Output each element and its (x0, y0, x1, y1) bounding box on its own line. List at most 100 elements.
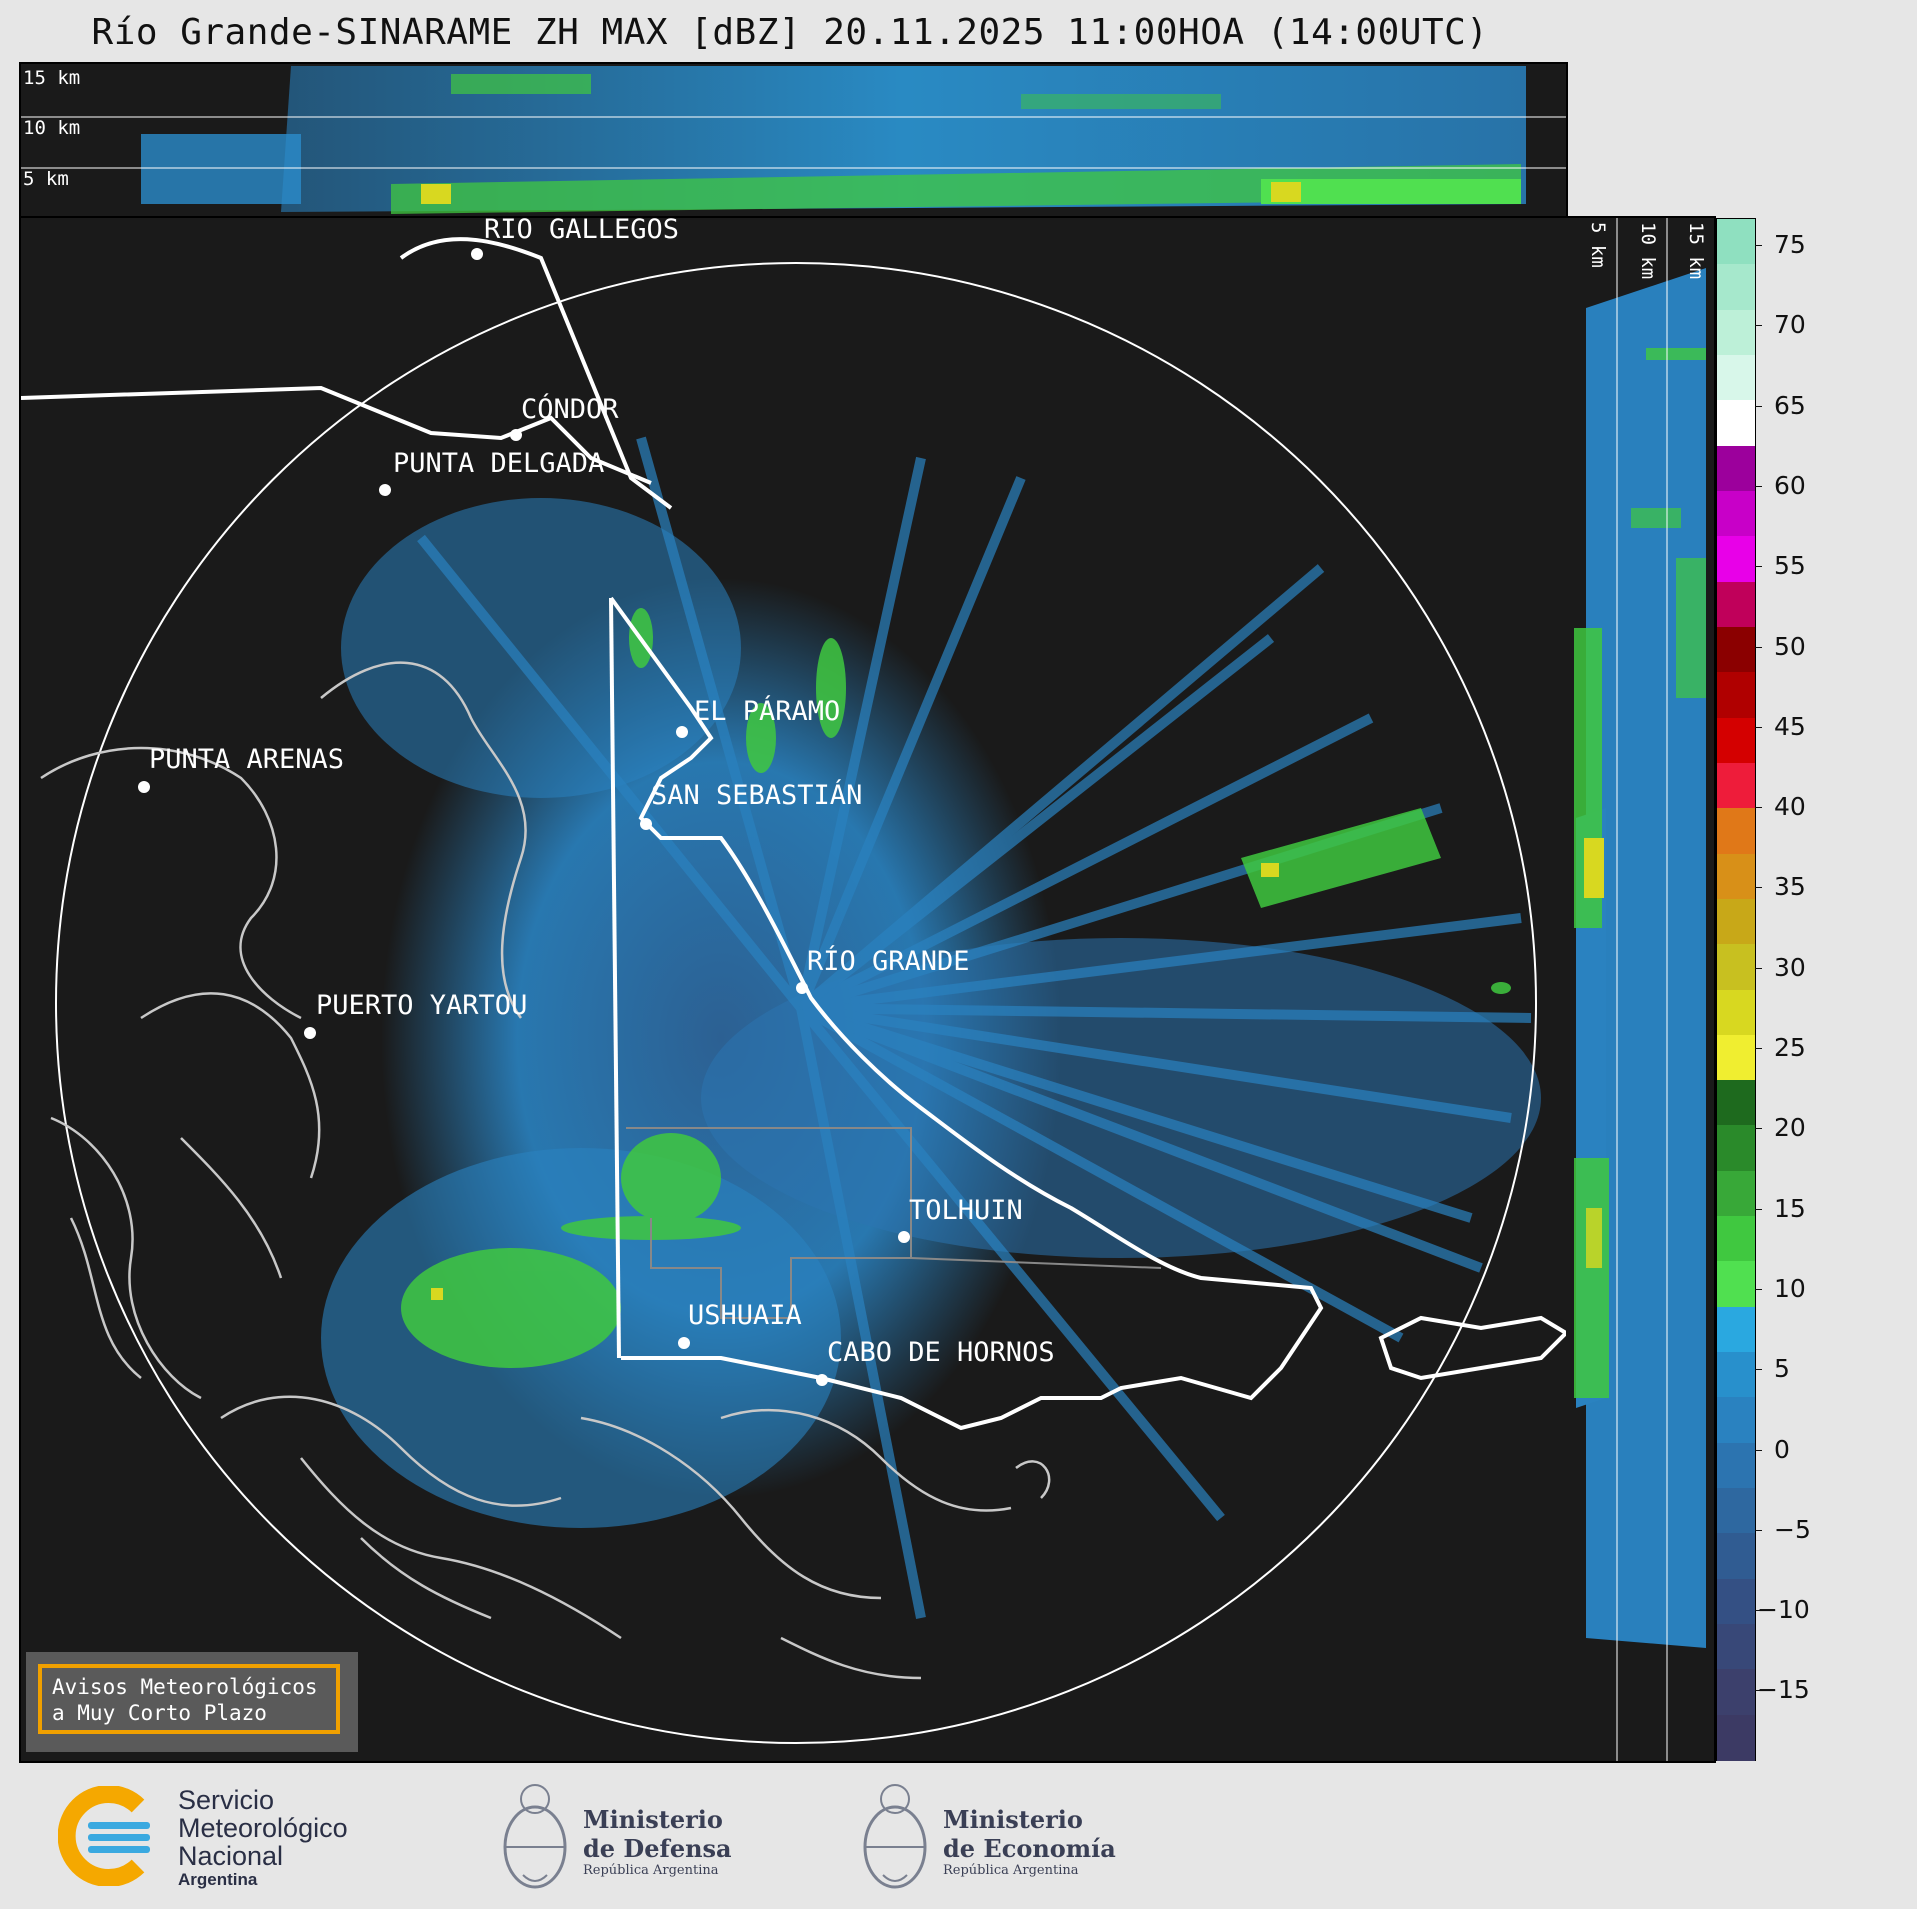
colorbar-tick-mark (1755, 1288, 1762, 1290)
colorbar-segment (1717, 808, 1755, 855)
smn-logo: Servicio Meteorológico Nacional Argentin… (57, 1785, 388, 1889)
top-label-10km: 10 km (23, 117, 80, 139)
colorbar-tick-label: 50 (1774, 631, 1806, 661)
defensa-line-1: Ministerio (583, 1805, 723, 1834)
colorbar-tick-label: 60 (1774, 470, 1806, 500)
national-shield-icon (503, 1784, 567, 1889)
colorbar-segment (1717, 1397, 1755, 1444)
colorbar-segment (1717, 354, 1755, 402)
colorbar-segment (1717, 626, 1755, 674)
colorbar-segment (1717, 1578, 1755, 1626)
colorbar-segment (1717, 445, 1755, 492)
colorbar-tick-mark (1755, 967, 1762, 969)
colorbar-tick-mark (1755, 566, 1762, 568)
smn-line-4: Argentina (178, 1870, 258, 1889)
colorbar-segment (1717, 581, 1755, 628)
city-label-punta-delgada: PUNTA DELGADA (393, 448, 604, 479)
side-cross-section-panel: 5 km 10 km 15 km (1566, 216, 1716, 1763)
warning-box: Avisos Meteorológicos a Muy Corto Plazo (26, 1652, 358, 1752)
colorbar-tick-label: 40 (1774, 792, 1806, 822)
colorbar-segment (1717, 219, 1755, 266)
colorbar-segment (1717, 1714, 1755, 1761)
colorbar-segment (1717, 1170, 1755, 1218)
colorbar-segment (1717, 1624, 1755, 1671)
economia-line-1: Ministerio (943, 1805, 1083, 1834)
city-label-punta-arenas: PUNTA ARENAS (149, 744, 344, 775)
colorbar-tick-mark (1755, 887, 1762, 889)
city-markers (138, 248, 910, 1386)
colorbar-tick-label: 5 (1774, 1354, 1790, 1384)
radar-map: RÍO GALLEGOS CÓNDOR PUNTA DELGADA EL PÁR… (21, 218, 1566, 1744)
economia-logo: Ministerio de Economía República Argenti… (855, 1775, 1175, 1895)
colorbar-segment (1717, 1488, 1755, 1535)
smn-line-1: Servicio (178, 1785, 275, 1815)
defensa-logo: Ministerio de Defensa República Argentin… (495, 1775, 755, 1895)
colorbar-segment (1717, 898, 1755, 946)
colorbar-tick-label: 15 (1774, 1193, 1806, 1223)
warning-label: Avisos Meteorológicos a Muy Corto Plazo (38, 1664, 340, 1734)
colorbar-segment (1717, 309, 1755, 356)
colorbar-tick-mark (1755, 646, 1762, 648)
colorbar-tick-mark (1755, 1048, 1762, 1049)
colorbar-segment (1717, 1216, 1755, 1263)
side-label-5km: 5 km (1587, 222, 1609, 268)
defensa-line-3: República Argentina (583, 1863, 719, 1878)
top-label-15km: 15 km (23, 67, 80, 89)
top-cross-section-panel: 15 km 10 km 5 km (19, 62, 1568, 218)
colorbar-segment (1717, 1352, 1755, 1399)
coastlines (40, 661, 1051, 1680)
smn-line-2: Meteorológico (178, 1813, 348, 1843)
city-label-rio-gallegos: RÍO GALLEGOS (484, 218, 679, 245)
colorbar-tick-label: 45 (1774, 711, 1806, 741)
city-label-tolhuin: TOLHUIN (909, 1195, 1023, 1226)
colorbar-segment (1717, 762, 1755, 810)
colorbar-tick-label: 30 (1774, 952, 1806, 982)
colorbar-segment (1717, 944, 1755, 991)
colorbar-segment (1717, 717, 1755, 764)
colorbar-tick-mark (1755, 325, 1762, 327)
city-label-condor: CÓNDOR (521, 393, 619, 425)
top-label-5km: 5 km (23, 168, 69, 190)
side-label-15km: 15 km (1685, 222, 1707, 279)
city-label-cabo-de-hornos: CABO DE HORNOS (827, 1337, 1055, 1368)
smn-emblem-icon (57, 1785, 150, 1887)
colorbar-tick-label: 70 (1774, 310, 1806, 340)
colorbar-segment (1717, 1442, 1755, 1490)
warning-line-2: a Muy Corto Plazo (52, 1701, 267, 1725)
colorbar-tick-label: 55 (1774, 551, 1806, 581)
colorbar-tick-label: 65 (1774, 390, 1806, 420)
colorbar-segment (1717, 1261, 1755, 1308)
colorbar-segment (1717, 264, 1755, 311)
colorbar-segment (1717, 1306, 1755, 1354)
colorbar-tick-mark (1755, 1369, 1762, 1371)
dbz-colorbar (1716, 218, 1756, 1761)
colorbar-segment (1717, 490, 1755, 538)
colorbar-segment (1717, 1034, 1755, 1082)
defensa-line-2: de Defensa (583, 1834, 732, 1863)
smn-line-3: Nacional (178, 1841, 284, 1871)
colorbar-tick-label: 0 (1774, 1434, 1790, 1464)
colorbar-tick-mark (1755, 1128, 1762, 1130)
warning-line-1: Avisos Meteorológicos (52, 1675, 318, 1699)
colorbar-segment (1717, 1125, 1755, 1172)
colorbar-segment (1717, 1533, 1755, 1580)
colorbar-tick-mark (1755, 1690, 1762, 1692)
city-label-el-paramo: EL PÁRAMO (694, 695, 840, 727)
colorbar-segment (1717, 1080, 1755, 1127)
colorbar-tick-label: 20 (1774, 1113, 1806, 1143)
colorbar-segment (1717, 400, 1755, 447)
colorbar-segment (1717, 853, 1755, 900)
city-label-ushuaia: USHUAIA (688, 1300, 802, 1331)
colorbar-tick-label: 25 (1774, 1033, 1806, 1062)
range-ring (55, 262, 1537, 1744)
side-label-10km: 10 km (1637, 222, 1659, 279)
map-title: Río Grande-SINARAME ZH MAX [dBZ] 20.11.2… (91, 12, 1489, 53)
colorbar-tick-mark (1755, 1449, 1762, 1451)
colorbar-tick-mark (1755, 1610, 1762, 1612)
side-cross-section-image: 5 km 10 km 15 km (1574, 218, 1707, 1761)
colorbar-tick-label: 75 (1774, 230, 1806, 259)
colorbar-segment (1717, 536, 1755, 583)
colorbar-tick-label: 35 (1774, 872, 1806, 902)
colorbar-segment (1717, 672, 1755, 719)
colorbar-tick-mark (1755, 1208, 1762, 1210)
